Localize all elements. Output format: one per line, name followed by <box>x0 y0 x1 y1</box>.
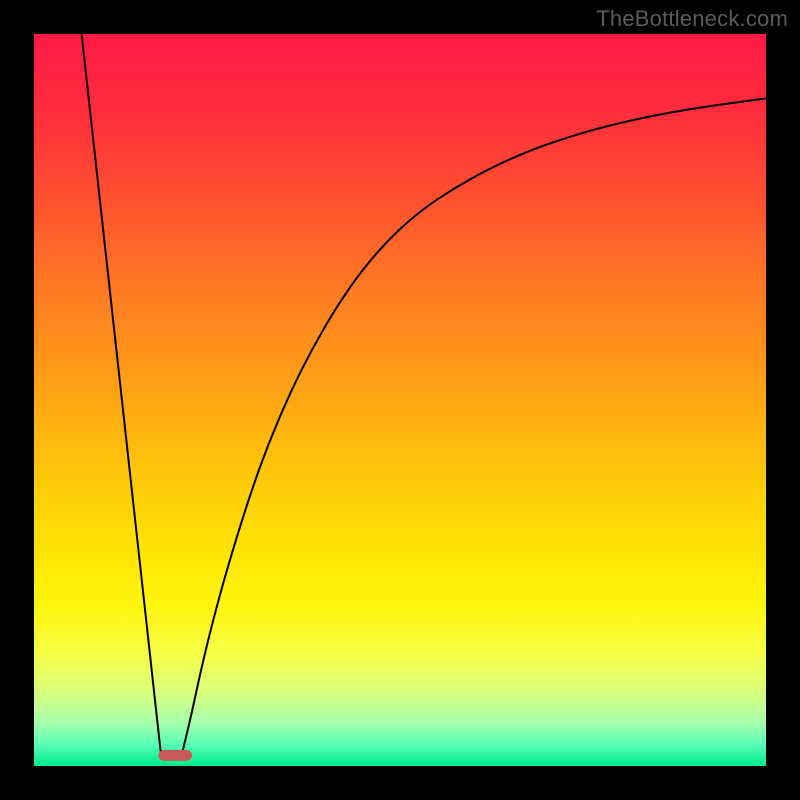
chart-svg <box>0 0 800 800</box>
gradient-background <box>34 34 766 766</box>
watermark-text: TheBottleneck.com <box>596 6 788 32</box>
valley-marker <box>158 750 192 761</box>
plot-area <box>0 0 800 800</box>
chart-container: TheBottleneck.com <box>0 0 800 800</box>
